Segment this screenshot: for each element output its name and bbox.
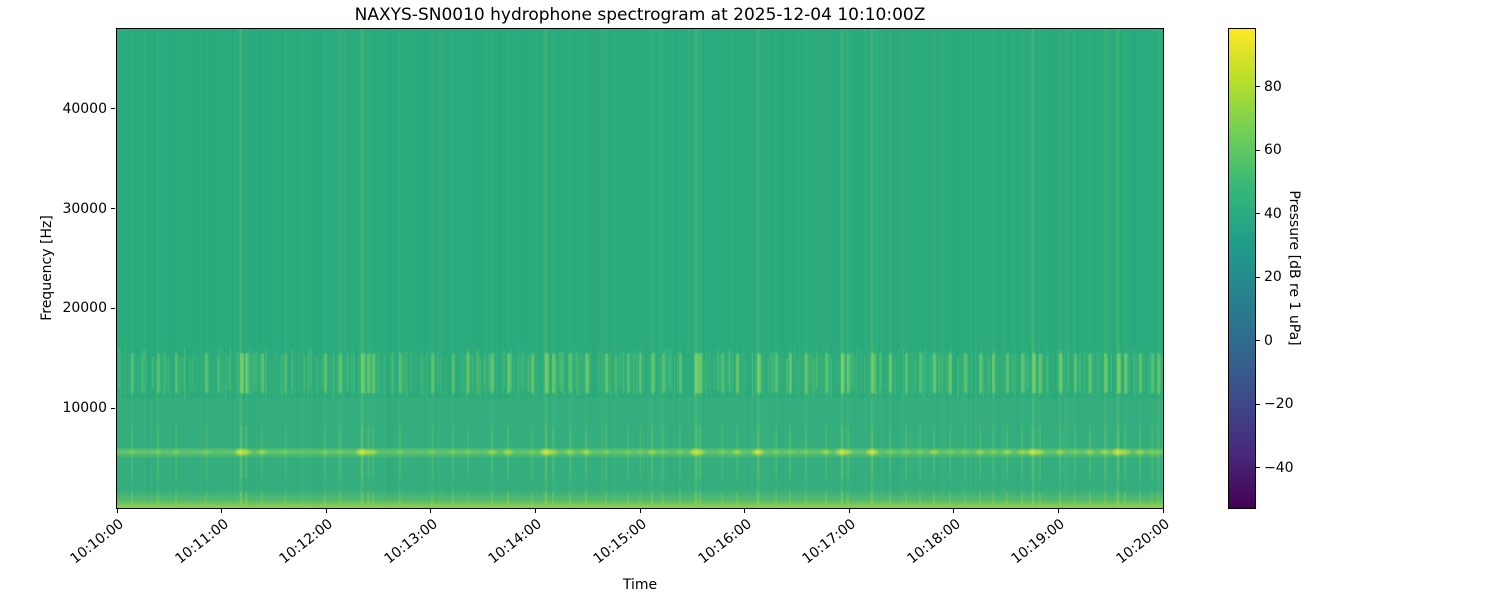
- x-axis-label: Time: [622, 577, 658, 593]
- colorbar: [1228, 28, 1256, 509]
- colorbar-tick-label: 60: [1264, 142, 1282, 159]
- colorbar-tick-label: −40: [1264, 459, 1294, 476]
- y-tick-mark: [111, 208, 115, 210]
- colorbar-tick-mark: [1256, 149, 1260, 151]
- x-tick-label: 10:18:00: [904, 516, 964, 568]
- x-tick-label: 10:20:00: [1113, 516, 1173, 568]
- colorbar-tick-label: 40: [1264, 205, 1282, 222]
- x-tick-mark: [953, 509, 955, 513]
- colorbar-tick-label: 80: [1264, 78, 1282, 95]
- spectrogram-heatmap: [117, 29, 1163, 508]
- x-tick-mark: [1162, 509, 1164, 513]
- y-tick-mark: [111, 407, 115, 409]
- x-tick-label: 10:14:00: [485, 516, 546, 568]
- colorbar-label: Pressure [dB re 1 uPa]: [1286, 190, 1302, 346]
- y-tick-label: 10000: [62, 400, 107, 417]
- x-tick-label: 10:17:00: [799, 516, 860, 568]
- y-tick-label: 20000: [62, 300, 107, 317]
- x-tick-mark: [430, 509, 432, 513]
- x-tick-mark: [744, 509, 746, 513]
- colorbar-tick-mark: [1256, 340, 1260, 342]
- x-tick-label: 10:15:00: [590, 516, 650, 568]
- x-tick-label: 10:16:00: [695, 516, 755, 568]
- colorbar-tick-mark: [1256, 467, 1260, 469]
- x-tick-mark: [116, 509, 118, 513]
- x-tick-label: 10:13:00: [381, 516, 441, 568]
- y-tick-mark: [111, 307, 115, 309]
- x-tick-mark: [325, 509, 327, 513]
- x-tick-mark: [848, 509, 850, 513]
- colorbar-tick-label: 0: [1264, 332, 1273, 349]
- plot-area: [116, 28, 1164, 509]
- colorbar-tick-mark: [1256, 86, 1260, 88]
- x-tick-label: 10:11:00: [172, 516, 232, 568]
- figure-title: NAXYS-SN0010 hydrophone spectrogram at 2…: [354, 5, 926, 25]
- x-tick-label: 10:19:00: [1008, 516, 1069, 568]
- x-tick-mark: [221, 509, 223, 513]
- colorbar-tick-mark: [1256, 403, 1260, 405]
- y-tick-mark: [111, 108, 115, 110]
- x-tick-label: 10:12:00: [276, 516, 337, 568]
- y-tick-label: 30000: [62, 200, 107, 217]
- y-tick-label: 40000: [62, 100, 107, 117]
- colorbar-tick-label: 20: [1264, 269, 1282, 286]
- x-tick-mark: [639, 509, 641, 513]
- x-tick-label: 10:10:00: [67, 516, 127, 568]
- colorbar-tick-label: −20: [1264, 396, 1294, 413]
- x-tick-mark: [1057, 509, 1059, 513]
- x-tick-mark: [534, 509, 536, 513]
- colorbar-tick-mark: [1256, 276, 1260, 278]
- colorbar-tick-mark: [1256, 213, 1260, 215]
